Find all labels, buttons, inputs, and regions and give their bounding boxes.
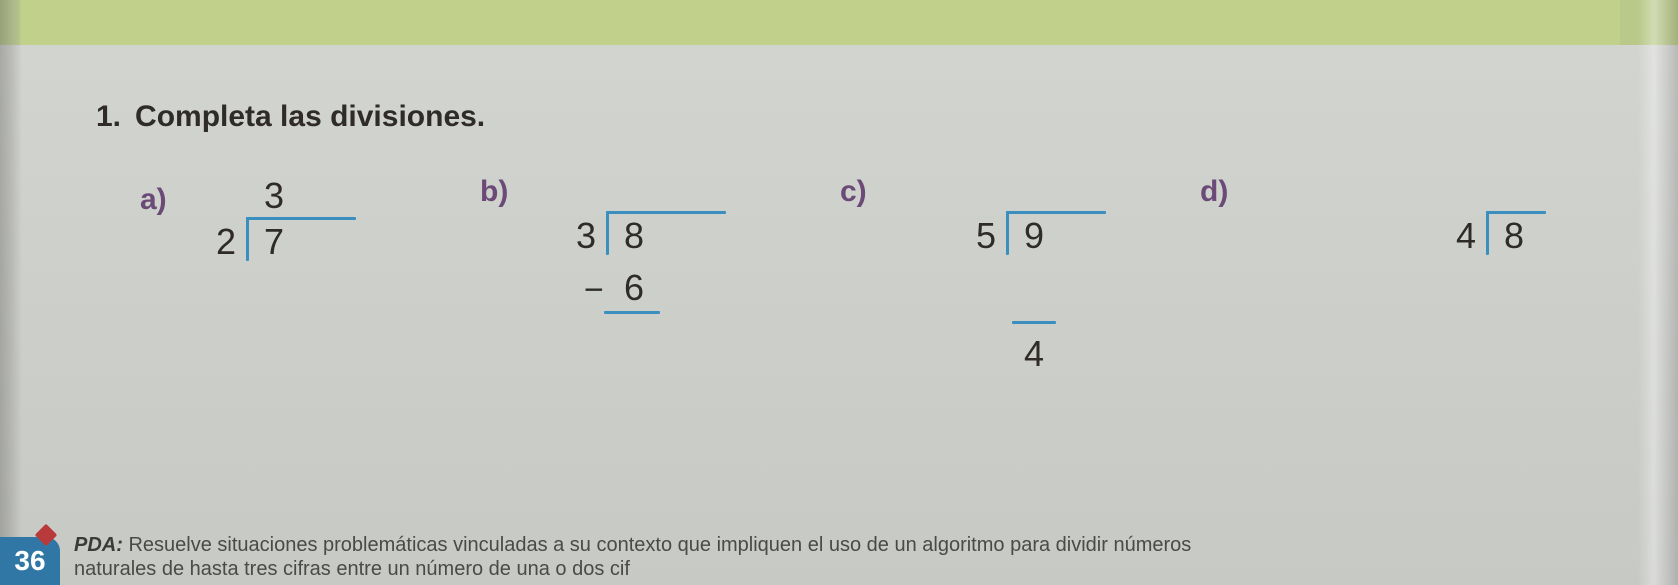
division-bar-top: [606, 211, 726, 214]
question-1: 1. Completa las divisiones.: [96, 100, 485, 134]
dividend-digit: 8: [1504, 215, 1524, 257]
problem-label: c): [840, 175, 867, 209]
division-bar-top: [1006, 211, 1106, 214]
division-c: 5 9 4: [970, 193, 1130, 393]
footer-lead: PDA:: [74, 534, 123, 556]
divisor-digit: 5: [976, 215, 996, 257]
division-d: 4 8: [1450, 193, 1570, 303]
problem-label: a): [140, 183, 167, 217]
dividend-digit: 9: [1024, 215, 1044, 257]
page-footer: 36 PDA: Resuelve situaciones problemátic…: [0, 529, 1678, 585]
footer-line1: Resuelve situaciones problemáticas vincu…: [128, 534, 1191, 556]
problem-label: b): [480, 175, 508, 209]
dividend-digit: 8: [624, 215, 644, 257]
dividend-digit: 7: [264, 221, 284, 263]
question-number: 1.: [96, 100, 121, 134]
question-text: Completa las divisiones.: [135, 100, 485, 134]
minus-sign: −: [584, 271, 604, 310]
footer-text: PDA: Resuelve situaciones problemáticas …: [74, 533, 1634, 581]
division-bar-side: [606, 211, 609, 255]
problem-label: d): [1200, 175, 1228, 209]
division-bar-top: [246, 217, 356, 220]
problems-row: a) 3 2 7 b) 3 8 − 6 c): [140, 175, 1610, 425]
division-b: 3 8 − 6: [570, 193, 750, 363]
worksheet-page: 1. Completa las divisiones. a) 3 2 7 b) …: [0, 0, 1678, 585]
subtract-underline: [604, 311, 660, 314]
page-curl: [1638, 0, 1678, 585]
division-bar-side: [246, 217, 249, 261]
subtract-digit: 6: [624, 267, 644, 309]
remainder-line: [1012, 321, 1056, 324]
quotient-digit: 3: [264, 175, 284, 217]
divisor-digit: 2: [216, 221, 236, 263]
divisor-digit: 4: [1456, 215, 1476, 257]
remainder-digit: 4: [1024, 333, 1044, 375]
binding-shadow: [0, 0, 22, 585]
page-number-badge: 36: [0, 537, 60, 585]
divisor-digit: 3: [576, 215, 596, 257]
division-bar-side: [1006, 211, 1009, 255]
footer-line2: naturales de hasta tres cifras entre un …: [74, 558, 630, 580]
page-number: 36: [14, 545, 45, 577]
division-bar-side: [1486, 211, 1489, 255]
division-a: 3 2 7: [210, 175, 370, 285]
division-bar-top: [1486, 211, 1546, 214]
top-color-band: [20, 0, 1620, 45]
